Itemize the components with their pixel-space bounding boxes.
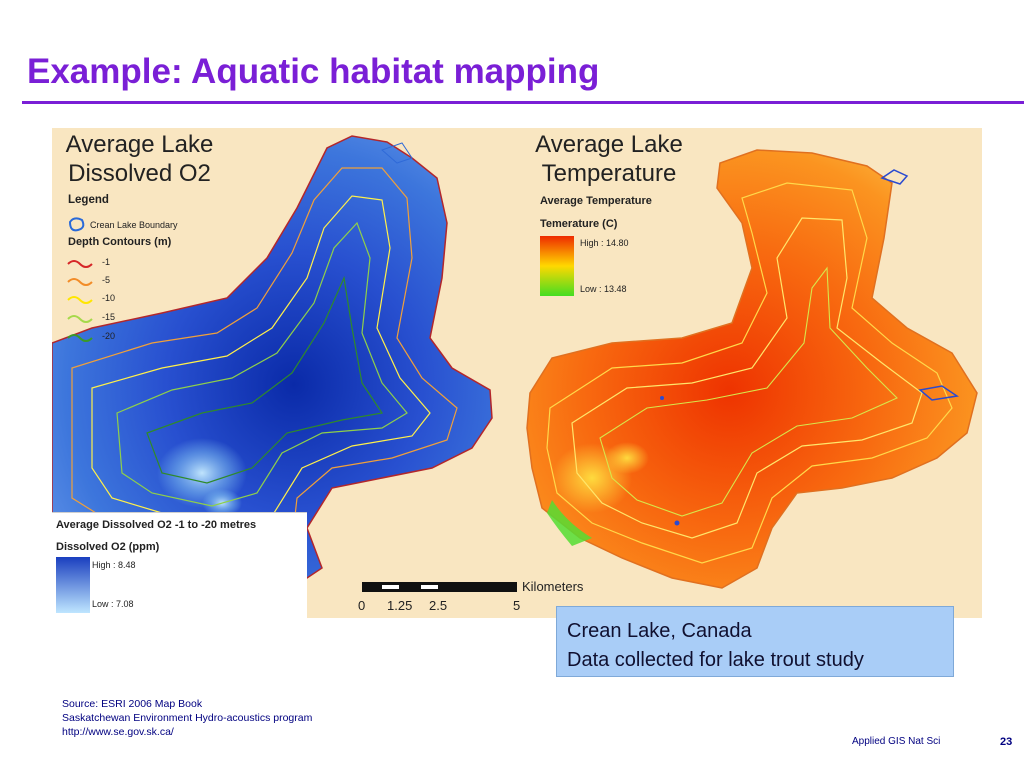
scale-tick-1-25: 1.25 <box>387 598 413 613</box>
temperature-high-label: High : 14.80 <box>580 238 629 248</box>
source-line-2: Saskatchewan Environment Hydro-acoustics… <box>62 712 313 724</box>
o2-legend-title: Average Dissolved O2 -1 to -20 metres <box>56 519 257 531</box>
title-divider <box>22 101 1024 104</box>
o2-value-legend: Average Dissolved O2 -1 to -20 metres Di… <box>52 512 307 623</box>
source-url: http://www.se.gov.sk.ca/ <box>62 726 174 738</box>
o2-high-label: High : 8.48 <box>92 560 136 570</box>
scale-tick-5: 5 <box>513 598 521 613</box>
temperature-color-ramp <box>540 236 574 296</box>
scale-bar-graphic <box>362 582 517 592</box>
temperature-low-label: Low : 13.48 <box>580 284 627 294</box>
info-line-purpose: Data collected for lake trout study <box>567 649 864 671</box>
boundary-label: Crean Lake Boundary <box>90 220 178 230</box>
o2-color-ramp <box>56 557 90 613</box>
scale-tick-0: 0 <box>358 598 366 613</box>
page-number: 23 <box>1000 736 1013 748</box>
scale-unit: Kilometers <box>522 579 584 594</box>
temperature-legend-title: Average Temperature <box>540 195 652 207</box>
depth-contours-title: Depth Contours (m) <box>68 236 172 248</box>
temperature-unit-title: Temerature (C) <box>540 218 618 230</box>
scale-tick-2-5: 2.5 <box>429 598 448 613</box>
contour-label-5: -5 <box>102 275 111 285</box>
o2-unit-title: Dissolved O2 (ppm) <box>56 541 160 553</box>
info-box: Crean Lake, Canada Data collected for la… <box>556 606 954 677</box>
o2-legend-symbols <box>67 217 93 342</box>
o2-heading-line2: Dissolved O2 <box>68 160 211 187</box>
o2-map-heading: Average Lake Dissolved O2 <box>52 130 227 188</box>
contour-label-15: -15 <box>102 312 116 322</box>
o2-low-label: Low : 7.08 <box>92 599 134 609</box>
lake-maps <box>52 135 978 592</box>
contour-label-10: -10 <box>102 293 116 303</box>
map-panel: Average Lake Dissolved O2 Average Lake T… <box>52 128 982 618</box>
temperature-heading-line2: Temperature <box>541 160 677 187</box>
contour-label-1: -1 <box>102 257 111 267</box>
legend-title: Legend <box>68 194 109 206</box>
footer-course-name: Applied GIS Nat Sci <box>852 736 941 747</box>
temperature-map-heading: Average Lake Temperature <box>514 130 704 188</box>
source-line-1: Source: ESRI 2006 Map Book <box>62 698 203 710</box>
info-line-location: Crean Lake, Canada <box>567 620 752 642</box>
contour-label-20: -20 <box>102 331 116 341</box>
slide-title: Example: Aquatic habitat mapping <box>27 52 600 91</box>
source-citation: Source: ESRI 2006 Map Book Saskatchewan … <box>62 697 312 739</box>
o2-heading-line1: Average Lake <box>65 131 214 158</box>
temperature-heading-line1: Average Lake <box>535 131 683 158</box>
temperature-lake-map <box>526 149 978 589</box>
